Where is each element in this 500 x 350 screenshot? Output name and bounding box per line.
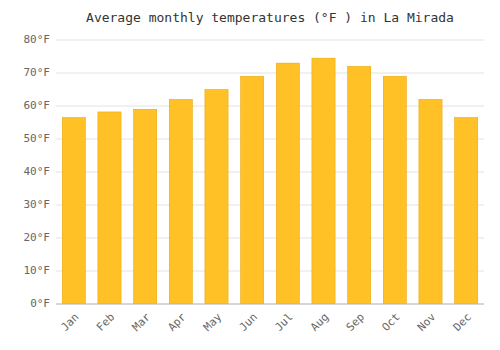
bars (62, 58, 478, 304)
y-tick-label: 40°F (24, 165, 51, 178)
x-tick-label: Aug (308, 311, 331, 334)
bar (276, 63, 299, 304)
bar (98, 112, 121, 304)
x-tick-label: Nov (415, 310, 439, 334)
y-tick-label: 70°F (24, 66, 51, 79)
x-tick-label: Sep (344, 311, 367, 334)
bar (241, 76, 264, 304)
y-tick-label: 10°F (24, 264, 51, 277)
bar (419, 99, 442, 304)
bar (455, 118, 478, 304)
title: Average monthly temperatures (°F ) in La… (86, 10, 454, 25)
bar (134, 109, 157, 304)
bar (169, 99, 192, 304)
bar (205, 90, 228, 305)
x-tick-label: Dec (451, 311, 474, 334)
y-tick-label: 0°F (30, 297, 50, 310)
grid-line (56, 73, 484, 74)
x-tick-label: Jan (58, 311, 81, 334)
x-axis-line (56, 304, 484, 305)
x-tick-label: May (201, 310, 225, 334)
bar (383, 76, 406, 304)
bar (62, 118, 85, 304)
x-tick-label: Apr (165, 310, 189, 334)
x-tick-label: Feb (94, 311, 117, 334)
y-tick-label: 50°F (24, 132, 51, 145)
x-tick-label: Jul (272, 311, 295, 334)
bar (348, 66, 371, 304)
x-tick-label: Jun (237, 311, 260, 334)
grid-line (56, 304, 484, 305)
bar (312, 58, 335, 304)
x-tick-label: Oct (379, 311, 402, 334)
y-axis: 0°F 10°F 20°F 30°F 40°F 50°F 60°F 70°F 80°F (24, 33, 485, 310)
y-tick-label: 30°F (24, 198, 51, 211)
y-tick-label: 20°F (24, 231, 51, 244)
y-tick-label: 80°F (24, 33, 51, 46)
x-axis: Jan Feb Mar Apr May Jun Jul Aug Sep Oct Nov Dec (58, 310, 474, 334)
grid-line (56, 40, 484, 41)
x-tick-label: Mar (130, 310, 154, 334)
chart-container: Average monthly temperatures (°F ) in La… (0, 0, 500, 350)
y-tick-label: 60°F (24, 99, 51, 112)
chart: Average monthly temperatures (°F ) in La… (0, 0, 500, 350)
